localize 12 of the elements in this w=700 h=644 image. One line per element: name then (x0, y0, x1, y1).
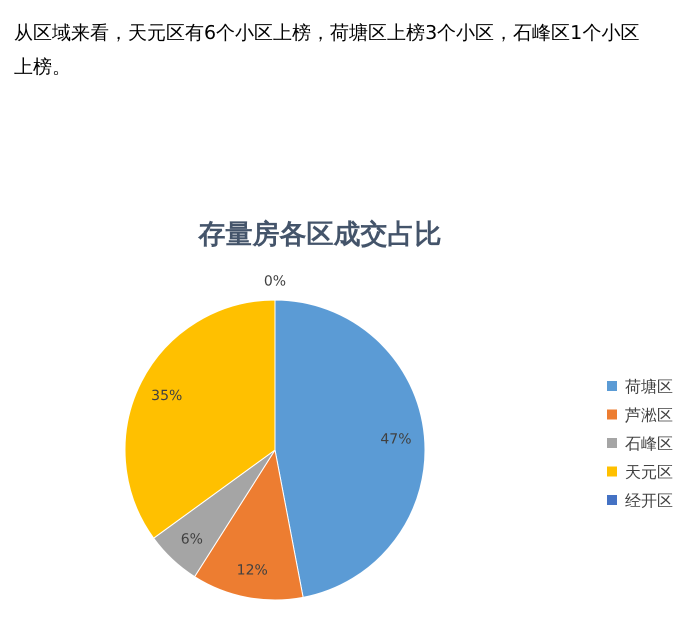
legend-label: 经开区 (625, 491, 673, 510)
legend-label: 芦淞区 (625, 406, 673, 424)
data-label: 35% (151, 388, 182, 404)
text: 0% (264, 274, 286, 290)
legend-label: 荷塘区 (625, 377, 673, 396)
text: 从区域来看，天元区有6个小区上榜，荷塘区上榜3个小区，石峰区1个小区上榜。 (14, 21, 640, 80)
legend-label: 石峰区 (625, 434, 673, 453)
data-label: 47% (380, 432, 412, 448)
data-label: 12% (236, 562, 268, 578)
legend-label: 天元区 (625, 462, 673, 482)
data-label: 6% (180, 532, 203, 548)
chart-title: 存量房各区成交占比 (198, 219, 442, 250)
